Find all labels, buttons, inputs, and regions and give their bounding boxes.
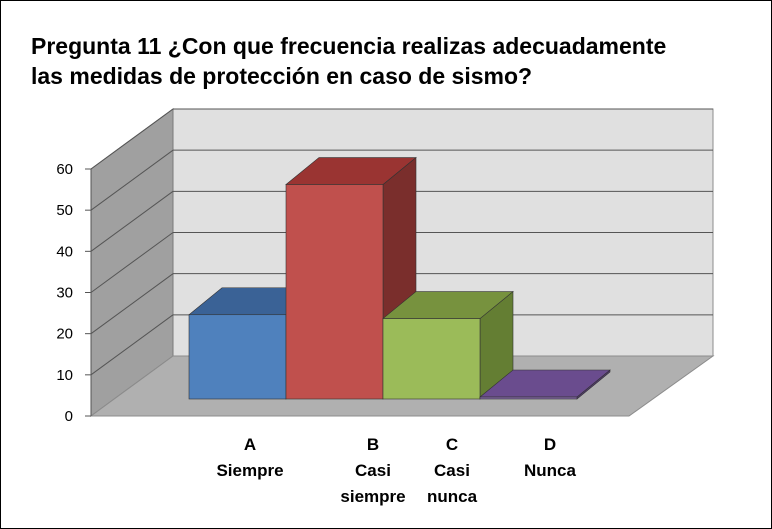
gridline-side (90, 149, 174, 211)
gridline-side (90, 108, 174, 170)
x-category-label-line: Casi (355, 461, 391, 480)
x-category-label-line: siempre (340, 487, 405, 506)
x-category-label: C Casi nunca (427, 435, 478, 506)
chart-title: Pregunta 11 ¿Con que frecuencia realizas… (31, 31, 751, 91)
x-category-label-line: C (446, 435, 458, 454)
chart-title-line-1: Pregunta 11 ¿Con que frecuencia realizas… (31, 33, 667, 59)
y-tick-label: 0 (65, 408, 73, 425)
gridline-side (90, 190, 174, 252)
x-category-label-line: B (367, 435, 379, 454)
gridline-side (90, 232, 174, 293)
y-tick-label: 40 (56, 243, 73, 260)
gridline-side (90, 314, 174, 376)
x-category-label-line: D (544, 435, 556, 454)
x-category-label: A Siempre (216, 435, 283, 480)
y-tick-label: 30 (56, 285, 73, 302)
x-category-label: B Casi siempre (340, 435, 405, 506)
chart-title-line-2: las medidas de protección en caso de sis… (31, 63, 533, 89)
x-category-label-line: Nunca (524, 461, 577, 480)
x-category-label-line: Siempre (216, 461, 283, 480)
x-category-label-line: A (244, 435, 256, 454)
bar (285, 184, 384, 400)
x-category-label: D Nunca (524, 435, 577, 480)
bar (188, 314, 287, 400)
x-category-label-line: Casi (434, 461, 470, 480)
y-tick-label: 10 (56, 367, 73, 384)
y-tick-label: 50 (56, 202, 73, 219)
gridline-side (90, 273, 174, 335)
y-tick-label: 20 (56, 326, 73, 343)
x-category-label-line: nunca (427, 487, 478, 506)
y-tick-label: 60 (56, 161, 73, 178)
bar (479, 396, 578, 400)
bar (382, 318, 481, 400)
